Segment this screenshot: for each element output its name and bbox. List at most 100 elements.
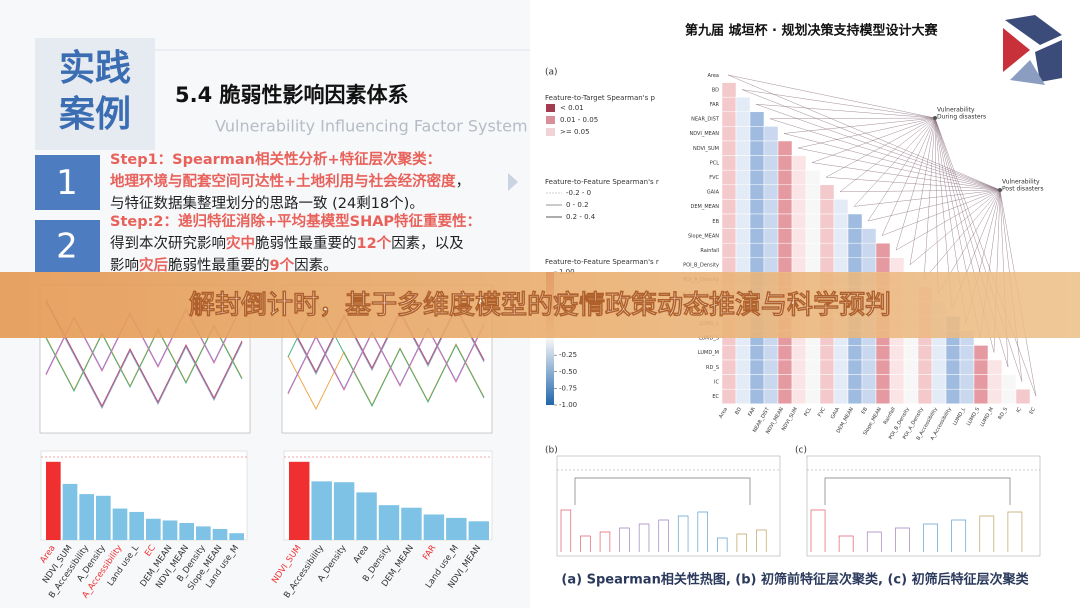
- heatmap-cell: [833, 228, 849, 244]
- heatmap-cell: [735, 184, 751, 200]
- heatmap-cell: [833, 345, 849, 361]
- heatmap-cell: [777, 374, 793, 390]
- row-label: DEM_MEAN: [691, 204, 720, 210]
- heatmap-cell: [847, 257, 863, 273]
- heatmap-cell: [721, 82, 737, 98]
- heatmap-cell: [819, 345, 835, 361]
- bar: [333, 482, 355, 540]
- colorbar-tick-label: -0.50: [559, 368, 577, 376]
- dendrogram-branch: [838, 535, 854, 552]
- dendrogram-branch: [677, 515, 689, 552]
- heatmap-cell: [735, 228, 751, 244]
- heatmap-cell: [777, 155, 793, 171]
- heatmap-cell: [917, 374, 933, 390]
- heatmap-cell: [805, 388, 821, 405]
- row-label: GAIA: [707, 190, 720, 196]
- heatmap-cell: [721, 126, 737, 142]
- heatmap-cell: [805, 345, 821, 361]
- link: [797, 147, 1001, 191]
- colorbar-tick-label: -1.00: [559, 401, 577, 409]
- column-label: Area: [718, 407, 729, 420]
- heatmap-cell: [721, 111, 737, 127]
- heatmap-cell: [735, 96, 751, 113]
- heatmap-cell: [861, 374, 877, 390]
- heatmap-cell: [763, 184, 779, 200]
- heatmap-cell: [861, 242, 877, 259]
- row-label: EB: [712, 219, 719, 225]
- heatmap-cell: [945, 345, 961, 361]
- dendrogram-branch: [619, 527, 630, 552]
- heatmap-cell: [721, 96, 737, 113]
- heatmap-cell: [791, 345, 807, 361]
- heatmap-cell: [819, 359, 835, 375]
- bar: [62, 483, 78, 540]
- step-number: 1: [56, 163, 78, 203]
- dendrogram-branch: [951, 519, 967, 552]
- step-text: 脆弱性最重要的: [255, 234, 357, 252]
- heatmap-cell: [917, 345, 933, 361]
- link: [769, 118, 1001, 191]
- heatmap-cell: [721, 345, 737, 361]
- heatmap-cell: [777, 140, 793, 156]
- line-series: [287, 323, 485, 394]
- heatmap-cell: [805, 359, 821, 375]
- heatmap-cell: [819, 374, 835, 390]
- heatmap-cell: [777, 228, 793, 244]
- heatmap-cell: [847, 242, 863, 259]
- legend-swatch: [546, 104, 555, 112]
- link: [811, 162, 1001, 191]
- heatmap-cell: [721, 169, 737, 186]
- heatmap-cell: [735, 242, 751, 259]
- step-text: 影响: [110, 257, 139, 274]
- legend-title: Feature-to-Feature Spearman's r: [545, 178, 659, 186]
- heatmap-cell: [777, 242, 793, 259]
- row-label: NEAR_DIST: [691, 117, 720, 123]
- heatmap-cell: [721, 184, 737, 200]
- step-line: Step1：Spearman相关性分析+特征层次聚类：: [110, 150, 441, 168]
- bar: [46, 461, 61, 540]
- column-label: IC: [1015, 406, 1023, 414]
- heatmap-cell: [931, 359, 947, 375]
- heatmap-cell: [763, 126, 779, 142]
- step-text: 因素，以及: [391, 235, 464, 252]
- heatmap-cell: [749, 184, 765, 200]
- heatmap-cell: [847, 228, 863, 244]
- heatmap-cell: [805, 242, 821, 259]
- target-label: Vulnerability: [937, 107, 975, 114]
- heatmap-cell: [749, 345, 765, 361]
- legend-item: 0 - 0.2: [566, 201, 589, 209]
- heatmap-cell: [805, 184, 821, 200]
- row-label: Rainfall: [700, 248, 719, 254]
- heatmap-cell: [763, 213, 779, 229]
- link: [783, 133, 1001, 191]
- heatmap-cell: [945, 388, 961, 405]
- dendrogram-branch: [697, 511, 708, 552]
- legend-title: Feature-to-Feature Spearman's r: [545, 258, 659, 266]
- dendrogram-branch: [1007, 511, 1023, 552]
- heatmap-cell: [875, 345, 891, 361]
- dendrogram-branch: [866, 531, 882, 552]
- heatmap-cell: [735, 213, 751, 229]
- heatmap-cell: [777, 169, 793, 186]
- link: [881, 189, 1001, 236]
- heatmap-cell: [987, 388, 1003, 405]
- heatmap-cell: [777, 199, 793, 215]
- row-label: BD: [712, 87, 719, 93]
- heatmap-cell: [749, 228, 765, 244]
- line-series: [45, 301, 243, 409]
- heatmap-cell: [763, 374, 779, 390]
- heatmap-cell: [749, 257, 765, 273]
- heatmap-cell: [973, 388, 989, 405]
- figure-caption: (a) Spearman相关性热图, (b) 初筛前特征层次聚类, (c) 初筛…: [561, 572, 1029, 588]
- row-label: Area: [707, 73, 719, 79]
- colorbar: [546, 272, 554, 405]
- heatmap-cell: [749, 359, 765, 375]
- row-label: PCL: [710, 160, 720, 166]
- heatmap-cell: [819, 257, 835, 273]
- heatmap-cell: [791, 374, 807, 390]
- line-series: [45, 300, 243, 408]
- column-label: FVC: [817, 406, 827, 418]
- banner-title: 解封倒计时，基于多维度模型的疫情政策动态推演与科学预判: [189, 290, 891, 321]
- target-label: Post disasters: [1002, 186, 1044, 193]
- legend-swatch: [546, 128, 555, 136]
